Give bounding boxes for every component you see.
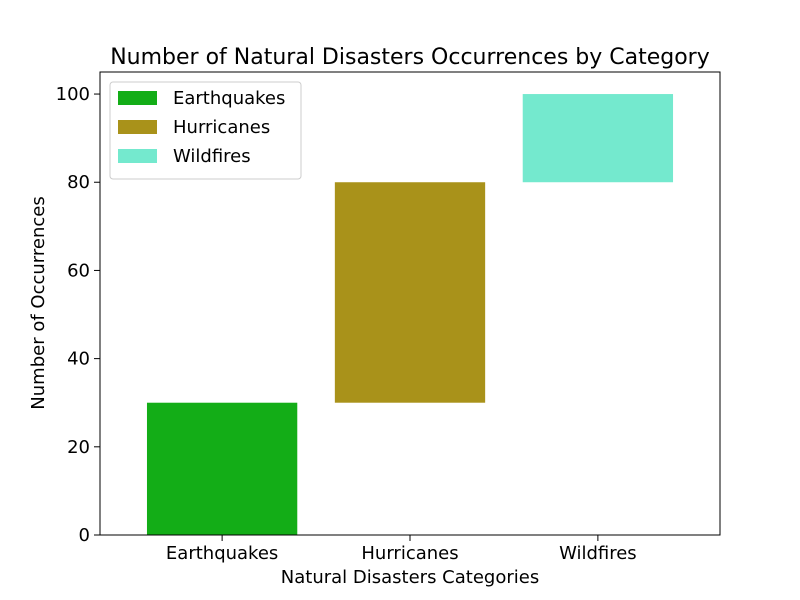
y-tick-label: 0	[79, 525, 90, 546]
legend-swatch-hurricanes	[118, 120, 157, 134]
x-axis: Earthquakes Hurricanes Wildfires	[166, 535, 637, 564]
y-tick-label: 60	[67, 260, 90, 281]
y-tick-label: 20	[67, 437, 90, 458]
bar-earthquakes	[146, 402, 298, 535]
legend-label-hurricanes: Hurricanes	[173, 117, 270, 138]
y-axis: 0 20 40 60 80 100	[56, 84, 100, 546]
y-tick-label: 40	[67, 349, 90, 370]
bar-hurricanes	[334, 182, 486, 403]
x-axis-label: Natural Disasters Categories	[281, 567, 539, 588]
legend-label-earthquakes: Earthquakes	[173, 88, 285, 109]
bars-group	[146, 94, 674, 535]
x-tick-label: Hurricanes	[361, 543, 458, 564]
y-axis-label: Number of Occurrences	[28, 196, 49, 409]
legend-label-wildfires: Wildfires	[173, 146, 251, 167]
chart-title: Number of Natural Disasters Occurrences …	[110, 45, 710, 70]
bar-wildfires	[522, 94, 674, 183]
x-tick-label: Wildfires	[559, 543, 637, 564]
y-tick-label: 100	[56, 84, 90, 105]
legend-swatch-wildfires	[118, 149, 157, 163]
x-tick-label: Earthquakes	[166, 543, 278, 564]
y-tick-label: 80	[67, 172, 90, 193]
legend: Earthquakes Hurricanes Wildfires	[109, 81, 302, 180]
legend-swatch-earthquakes	[118, 91, 157, 105]
legend-box	[109, 81, 302, 180]
